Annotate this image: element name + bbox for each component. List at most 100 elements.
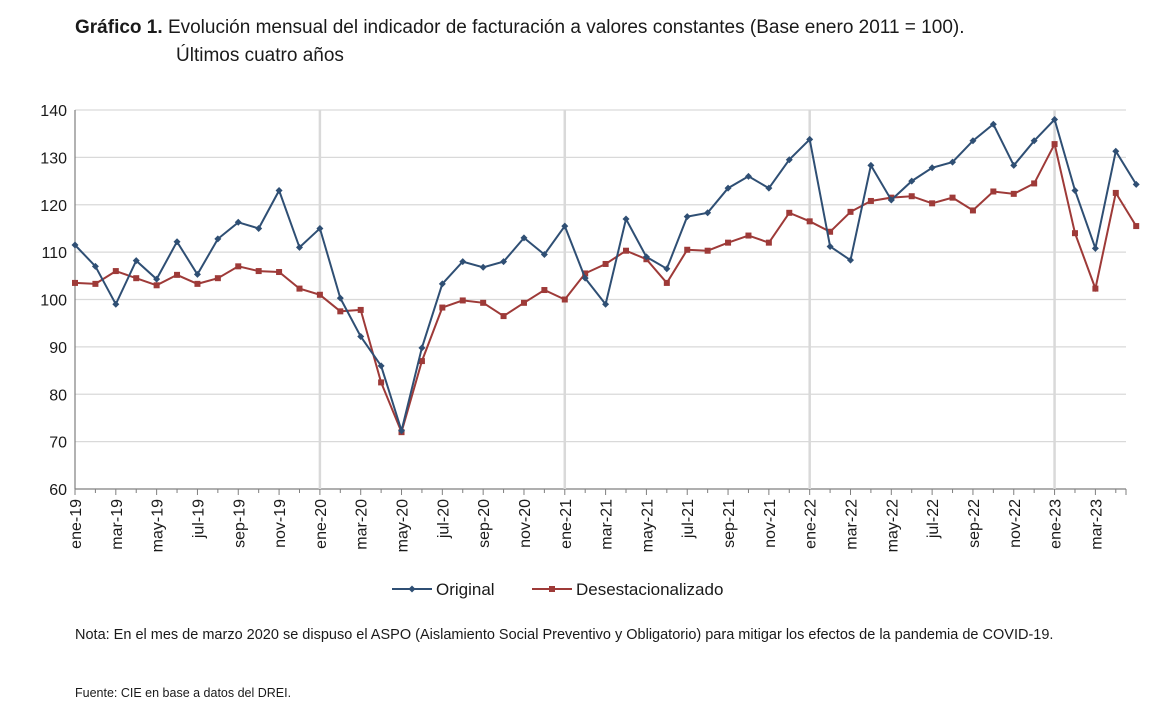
data-point-desestacionalizado [663, 279, 670, 286]
line-chart: 60 70 80 90 100 110 120 130 140 ene-19 mar-19 may-… [40, 103, 1140, 599]
data-point-desestacionalizado [255, 268, 262, 275]
y-tick-label: 130 [40, 150, 67, 167]
data-point-desestacionalizado [235, 263, 242, 270]
chart-title: Gráfico 1. Evolución mensual del indicad… [75, 14, 965, 70]
y-tick-label: 140 [40, 103, 67, 120]
data-point-desestacionalizado [867, 197, 874, 204]
x-tick-label: nov-20 [517, 499, 534, 548]
data-point-original [806, 135, 814, 143]
data-point-original [295, 243, 303, 251]
x-tick-label: may-19 [150, 499, 167, 552]
data-point-original [1030, 137, 1038, 145]
data-point-original [846, 256, 854, 264]
y-tick-label: 120 [40, 198, 67, 215]
legend-marker-original [408, 585, 416, 593]
x-tick-label: nov-19 [272, 499, 289, 548]
data-point-desestacionalizado [174, 271, 181, 278]
data-point-original [459, 258, 467, 266]
data-point-original [581, 274, 589, 282]
data-point-original [683, 213, 691, 221]
data-point-desestacionalizado [602, 260, 609, 267]
x-tick-label: ene-19 [68, 499, 85, 549]
data-point-desestacionalizado [1051, 141, 1058, 148]
chart-subtitle: Últimos cuatro años [176, 45, 344, 66]
data-point-original [275, 187, 283, 195]
x-tick-label: nov-21 [762, 499, 779, 548]
x-tick-label: ene-23 [1048, 499, 1065, 549]
data-point-desestacionalizado [990, 188, 997, 195]
chart-note: Nota: En el mes de marzo 2020 se dispuso… [75, 627, 1054, 643]
data-point-desestacionalizado [316, 291, 323, 298]
data-point-original [602, 300, 610, 308]
data-point-desestacionalizado [459, 297, 466, 304]
legend-marker-desestacionalizado [549, 586, 555, 592]
x-axis: ene-19 mar-19 may-19 jul-19 sep-19 nov-19 ene-… [68, 489, 1127, 552]
data-point-original [214, 235, 222, 243]
series-line-original [74, 117, 1138, 435]
data-point-desestacionalizado [949, 194, 956, 201]
data-point-original [1112, 147, 1120, 155]
legend-label-original: Original [436, 580, 495, 599]
data-point-desestacionalizado [153, 282, 160, 289]
data-point-desestacionalizado [561, 296, 568, 303]
x-tick-label: mar-20 [354, 499, 371, 550]
data-point-desestacionalizado [969, 207, 976, 214]
data-point-original [622, 215, 630, 223]
data-point-original [91, 262, 99, 270]
chart-title-text: Evolución mensual del indicador de factu… [167, 17, 965, 38]
data-point-original [336, 294, 344, 302]
data-point-original [785, 156, 793, 164]
data-point-desestacionalizado [786, 209, 793, 216]
x-tick-label: ene-22 [803, 499, 820, 549]
data-point-original [500, 258, 508, 266]
data-point-original [928, 164, 936, 172]
data-point-desestacionalizado [1092, 285, 1099, 292]
x-tick-label: ene-21 [558, 499, 575, 549]
data-point-original [418, 344, 426, 352]
data-point-original [561, 222, 569, 230]
data-point-original [377, 362, 385, 370]
data-point-original [234, 218, 242, 226]
data-point-desestacionalizado [112, 268, 119, 275]
data-point-desestacionalizado [1010, 190, 1017, 197]
data-point-desestacionalizado [194, 280, 201, 287]
data-point-desestacionalizado [418, 358, 425, 365]
y-tick-label: 60 [49, 482, 67, 499]
x-tick-label: sep-22 [966, 499, 983, 548]
data-point-desestacionalizado [133, 275, 140, 282]
data-point-original [1091, 244, 1099, 252]
data-point-desestacionalizado [684, 246, 691, 253]
data-point-desestacionalizado [1112, 189, 1119, 196]
data-point-desestacionalizado [214, 275, 221, 282]
data-point-desestacionalizado [72, 279, 78, 286]
data-point-desestacionalizado [725, 239, 732, 246]
series-line-desestacionalizado [74, 141, 1138, 436]
data-point-original [193, 270, 201, 278]
data-point-desestacionalizado [623, 247, 630, 254]
data-point-original [1010, 161, 1018, 169]
data-point-desestacionalizado [827, 228, 834, 235]
data-point-desestacionalizado [480, 299, 487, 306]
chart-source: Fuente: CIE en base a datos del DREI. [75, 686, 292, 700]
x-tick-label: jul-20 [435, 499, 452, 539]
data-point-original [132, 257, 140, 265]
data-point-desestacionalizado [806, 218, 813, 225]
y-tick-label: 90 [49, 340, 67, 357]
data-point-desestacionalizado [745, 232, 752, 239]
x-tick-label: sep-19 [231, 499, 248, 548]
data-point-original [989, 120, 997, 128]
data-point-original [1071, 187, 1079, 195]
data-point-original [642, 253, 650, 261]
data-point-original [479, 263, 487, 271]
data-point-original [540, 250, 548, 258]
legend-label-desestacionalizado: Desestacionalizado [576, 580, 723, 599]
data-point-original [112, 300, 120, 308]
data-point-desestacionalizado [1133, 223, 1140, 230]
data-point-desestacionalizado [337, 308, 344, 315]
data-point-desestacionalizado [520, 299, 527, 306]
data-point-original [704, 209, 712, 217]
x-tick-label: may-21 [639, 499, 656, 552]
data-point-original [826, 242, 834, 250]
data-point-original [724, 184, 732, 192]
data-point-desestacionalizado [704, 247, 711, 254]
